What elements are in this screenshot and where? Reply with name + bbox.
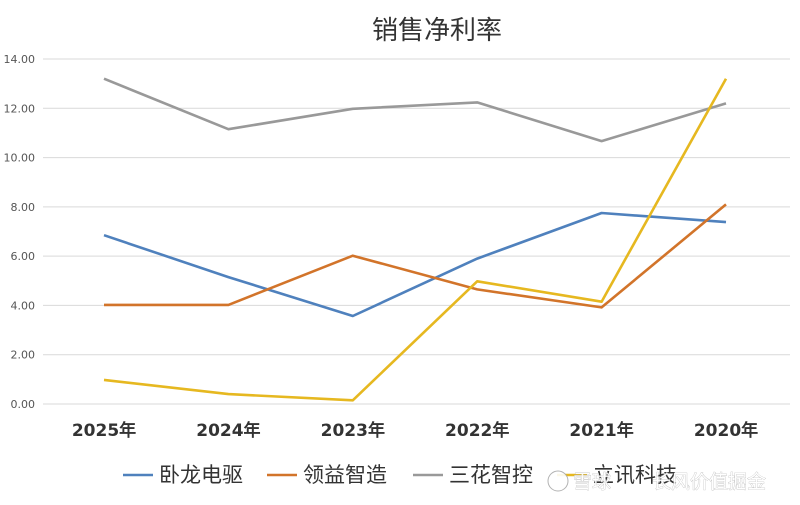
- legend-label: 领益智造: [303, 463, 387, 487]
- y-tick-label: 4.00: [11, 299, 36, 312]
- series-line: [103, 77, 727, 143]
- watermark-author: 长风价值掘金: [652, 471, 766, 493]
- series-line: [103, 211, 727, 318]
- x-axis-ticks: 2025年 2024年 2023年 2022年 2021年 2020年: [72, 420, 758, 441]
- chart-title: 销售净利率: [372, 16, 502, 46]
- x-tick-label: 2020年: [694, 420, 758, 441]
- y-axis-ticks: 0.00 2.00 4.00 6.00 8.00 10.00 12.00 14.00: [4, 53, 36, 411]
- legend-label: 立讯科技: [593, 463, 677, 487]
- x-tick-label: 2023年: [321, 420, 385, 441]
- x-tick-label: 2025年: [72, 420, 136, 441]
- gridlines: [43, 58, 790, 405]
- snowball-logo-icon: [547, 470, 569, 492]
- series-lines: [103, 77, 728, 402]
- legend-label: 卧龙电驱: [159, 463, 243, 487]
- y-tick-label: 14.00: [4, 53, 36, 66]
- x-tick-label: 2021年: [569, 420, 633, 441]
- watermark-brand: 雪球: [573, 471, 611, 493]
- legend-label: 三花智控: [449, 463, 533, 487]
- series-line: [104, 203, 727, 309]
- y-tick-label: 2.00: [11, 349, 36, 362]
- series-line: [103, 78, 728, 402]
- y-tick-label: 0.00: [11, 398, 36, 411]
- watermark: 雪球 长风价值掘金: [547, 470, 766, 493]
- x-tick-label: 2022年: [445, 420, 509, 441]
- y-tick-label: 10.00: [4, 152, 36, 165]
- x-tick-label: 2024年: [196, 420, 260, 441]
- y-tick-label: 8.00: [11, 201, 36, 214]
- y-tick-label: 12.00: [4, 102, 36, 115]
- y-tick-label: 6.00: [11, 250, 36, 263]
- legend: 卧龙电驱 领益智造 三花智控 立讯科技: [123, 463, 677, 487]
